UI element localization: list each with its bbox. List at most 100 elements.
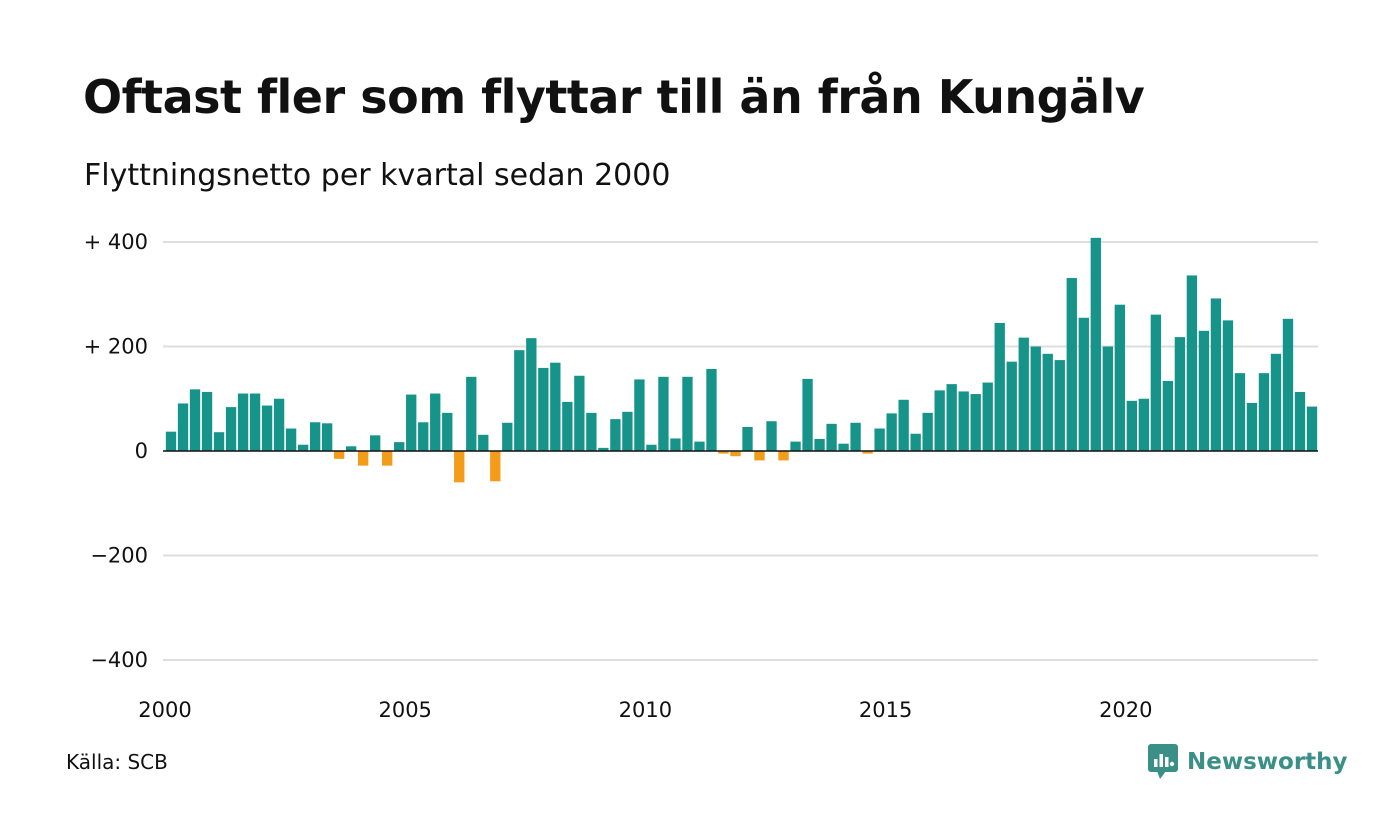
bar: [309, 422, 321, 451]
bar: [370, 435, 381, 451]
bar: [598, 447, 609, 451]
source-note: Källa: SCB: [66, 750, 168, 774]
bar: [454, 451, 465, 483]
x-tick-label: 2010: [619, 698, 672, 722]
bar: [321, 423, 333, 451]
bar: [826, 423, 837, 451]
bar: [766, 421, 777, 451]
bar: [1090, 237, 1101, 451]
bar: [382, 451, 393, 466]
bar: [418, 422, 429, 451]
bar: [574, 375, 585, 451]
chart-subtitle: Flyttningsnetto per kvartal sedan 2000: [84, 158, 671, 193]
bar: [165, 431, 177, 451]
bar: [958, 391, 969, 451]
bar: [670, 438, 681, 451]
bar: [886, 413, 897, 451]
bar: [225, 407, 237, 451]
newsworthy-brand[interactable]: Newsworthy: [1148, 744, 1348, 780]
bar: [1306, 406, 1318, 451]
bar: [514, 350, 525, 451]
bar: [802, 378, 813, 451]
x-tick-label: 2020: [1099, 698, 1152, 722]
bar: [946, 384, 957, 451]
y-tick-label: −200: [90, 544, 148, 568]
bar: [394, 442, 405, 451]
bar: [1174, 337, 1186, 451]
bar: [970, 394, 981, 451]
bar: [742, 426, 753, 451]
y-tick-label: −400: [90, 648, 148, 672]
bar: [177, 403, 189, 451]
y-tick-label: + 400: [84, 230, 148, 254]
bar: [838, 443, 849, 451]
bar: [1078, 317, 1089, 451]
bar: [814, 438, 825, 451]
bar: [622, 411, 633, 451]
bar: [249, 393, 261, 451]
bar: [718, 451, 729, 454]
grid-lines: [163, 241, 1318, 661]
bar: [922, 412, 933, 451]
bar: [634, 379, 645, 451]
bar: [442, 412, 453, 451]
bar: [1258, 373, 1270, 451]
bar: [1030, 346, 1041, 451]
bar: [1198, 330, 1210, 451]
bar: [898, 399, 909, 451]
bar: [934, 390, 945, 451]
bar: [646, 444, 657, 451]
bar: [466, 376, 477, 451]
bar: [478, 434, 489, 451]
bar: [261, 405, 273, 451]
bar: [658, 376, 669, 451]
bar: [910, 433, 921, 451]
bars: [165, 237, 1318, 483]
bar: [790, 441, 801, 451]
bar: [1126, 400, 1137, 451]
brand-name: Newsworthy: [1187, 749, 1348, 775]
bar: [358, 451, 369, 466]
bar: [994, 322, 1005, 451]
bar: [1282, 318, 1294, 451]
bar: [586, 412, 597, 451]
axes: + 400 + 200 0 −200 −400 2000 2005 2010 2015 2020: [84, 230, 1318, 722]
bar: [682, 376, 693, 451]
bar: [1018, 337, 1029, 451]
bar: [862, 451, 873, 454]
chart-title: Oftast fler som flyttar till än från Kun…: [83, 70, 1145, 124]
bar: [406, 394, 417, 451]
bar: [346, 446, 357, 451]
bar: [1186, 275, 1198, 451]
bar: [333, 451, 345, 459]
bar: [754, 451, 765, 461]
bar: [490, 451, 501, 482]
x-tick-label: 2000: [138, 698, 191, 722]
bar: [538, 367, 549, 451]
bar: [1114, 304, 1125, 451]
bar: [1054, 360, 1065, 451]
bar: [1006, 361, 1017, 451]
bar: [610, 419, 621, 451]
bar: [874, 428, 885, 451]
bar: [982, 382, 993, 451]
bar: [1042, 353, 1053, 451]
y-tick-label: + 200: [84, 335, 148, 359]
bar: [1246, 402, 1258, 451]
bar: [730, 451, 741, 457]
bar: [778, 451, 789, 461]
bar: [285, 428, 297, 451]
bar: [1222, 320, 1234, 452]
bar: [1102, 346, 1113, 451]
bar: [550, 362, 561, 451]
bar: [1138, 398, 1150, 451]
bar: [430, 393, 441, 451]
newsworthy-logo-icon: [1148, 744, 1178, 779]
x-tick-label: 2015: [859, 698, 912, 722]
bar: [1294, 391, 1306, 451]
bar: [526, 338, 537, 451]
bar: [1210, 298, 1222, 451]
bar: [189, 389, 201, 451]
bar: [297, 444, 309, 451]
